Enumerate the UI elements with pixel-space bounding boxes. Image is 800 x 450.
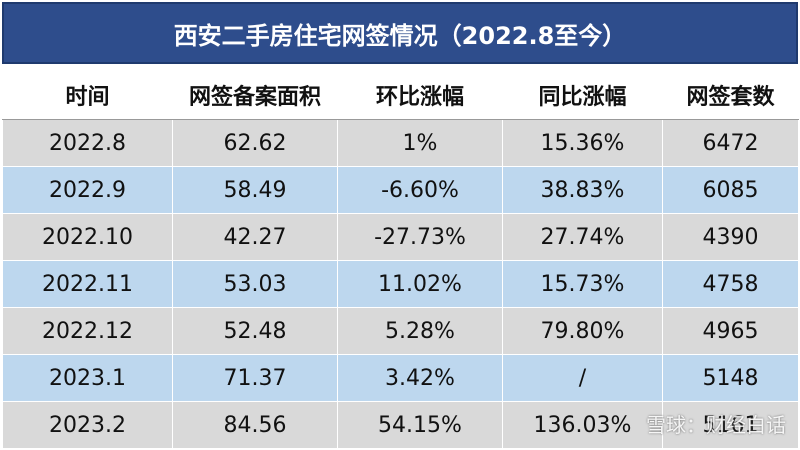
table-cell: 5.28% <box>337 307 503 355</box>
table-cell: 42.27 <box>172 213 338 261</box>
data-table: 时间 网签备案面积 环比涨幅 同比涨幅 网签套数 2022.8 62.62 1% 15.36%… <box>2 70 799 449</box>
table-cell: 15.36% <box>502 119 663 167</box>
table-cell: 4965 <box>662 307 799 355</box>
table-cell: 54.15% <box>337 401 503 449</box>
title: 西安二手房住宅网签情况（2022.8至今） <box>2 2 798 64</box>
watermark: 雪球：财经白话 <box>646 413 786 437</box>
table-cell: 79.80% <box>502 307 663 355</box>
table-cell: 5161 <box>662 401 799 449</box>
column-header: 时间 <box>2 70 173 120</box>
column-header: 网签套数 <box>662 70 799 120</box>
table-cell: 53.03 <box>172 260 338 308</box>
table-cell: 2022.10 <box>2 213 173 261</box>
table-row: 2022.12 52.48 5.28% 79.80% 4965 <box>2 307 799 355</box>
table-cell: 2022.9 <box>2 166 173 214</box>
header-row: 时间 网签备案面积 环比涨幅 同比涨幅 网签套数 <box>2 70 799 120</box>
table-cell: 6472 <box>662 119 799 167</box>
table-row: 2022.11 53.03 11.02% 15.73% 4758 <box>2 260 799 308</box>
table-row: 2022.8 62.62 1% 15.36% 6472 <box>2 119 799 167</box>
table-cell: 6085 <box>662 166 799 214</box>
table-row: 2022.9 58.49 -6.60% 38.83% 6085 <box>2 166 799 214</box>
table-cell: / <box>502 354 663 402</box>
table-cell: 2022.11 <box>2 260 173 308</box>
table-cell: 4390 <box>662 213 799 261</box>
table-cell: -6.60% <box>337 166 503 214</box>
table-row: 2022.10 42.27 -27.73% 27.74% 4390 <box>2 213 799 261</box>
table-row: 2023.1 71.37 3.42%/5148 <box>2 354 799 402</box>
column-header: 同比涨幅 <box>502 70 663 120</box>
table-cell: 11.02% <box>337 260 503 308</box>
table-cell: 2022.12 <box>2 307 173 355</box>
table-cell: 84.56 <box>172 401 338 449</box>
table-cell: 1% <box>337 119 503 167</box>
table-cell: 2023.1 <box>2 354 173 402</box>
table-cell: 136.03% <box>502 401 663 449</box>
table-row: 2023.2 84.56 54.15% 136.03% 5161 <box>2 401 799 449</box>
table-cell: 71.37 <box>172 354 338 402</box>
table-cell: 2022.8 <box>2 119 173 167</box>
table-cell: 4758 <box>662 260 799 308</box>
table-cell: 27.74% <box>502 213 663 261</box>
column-header: 网签备案面积 <box>172 70 338 120</box>
table-cell: -27.73% <box>337 213 503 261</box>
table-cell: 62.62 <box>172 119 338 167</box>
table-body: 2022.8 62.62 1% 15.36% 6472 2022.9 58.49 -6.60%… <box>2 119 799 449</box>
table-cell: 3.42% <box>337 354 503 402</box>
table-cell: 2023.2 <box>2 401 173 449</box>
table-cell: 52.48 <box>172 307 338 355</box>
table-cell: 15.73% <box>502 260 663 308</box>
table-cell: 5148 <box>662 354 799 402</box>
table-cell: 58.49 <box>172 166 338 214</box>
column-header: 环比涨幅 <box>337 70 503 120</box>
table-cell: 38.83% <box>502 166 663 214</box>
